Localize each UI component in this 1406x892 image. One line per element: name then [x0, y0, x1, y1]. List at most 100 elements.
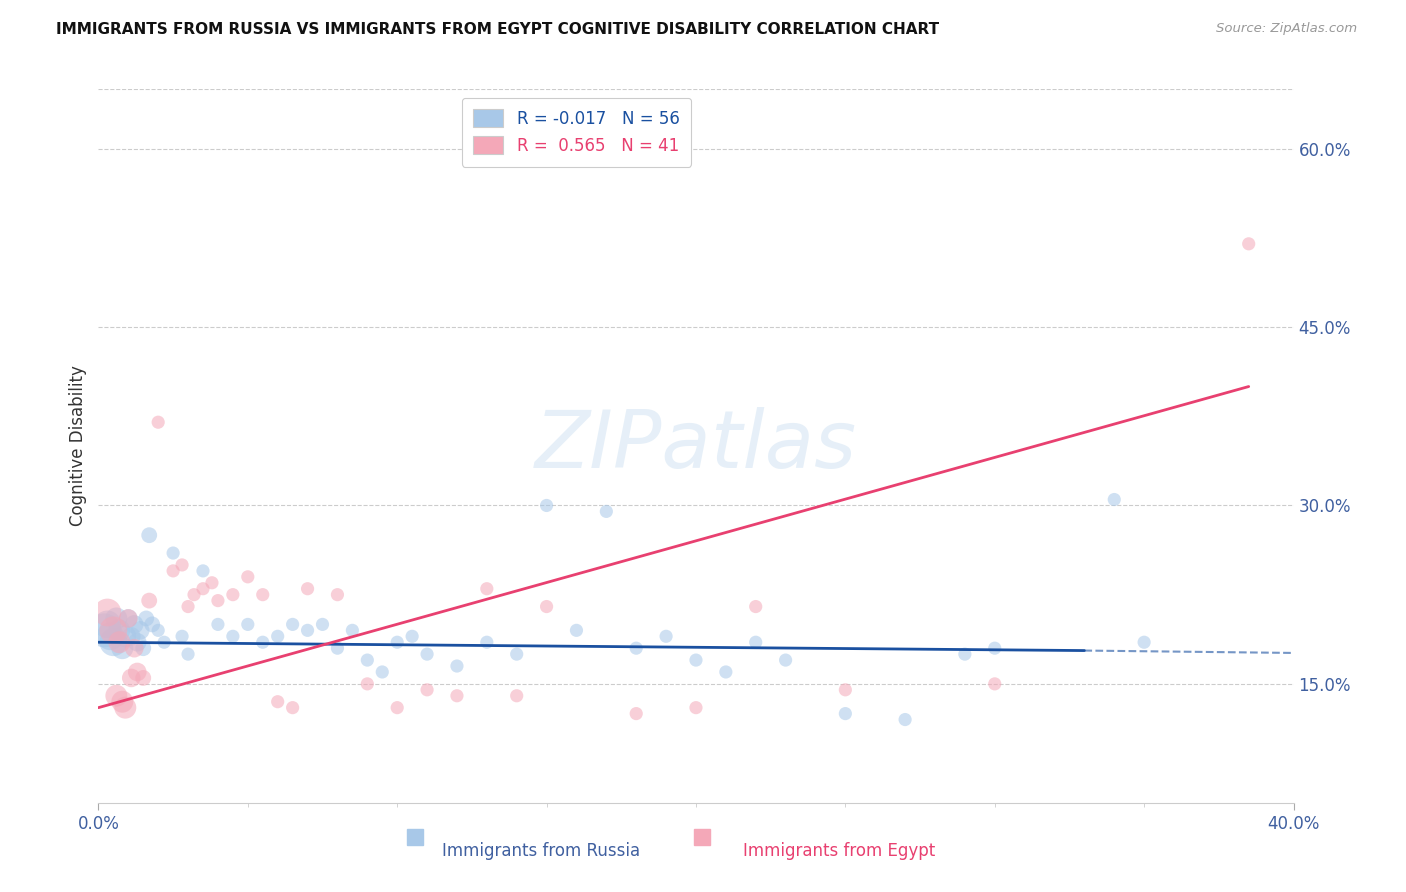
Point — [595, 504, 617, 518]
Point — [201, 575, 224, 590]
Point — [416, 682, 439, 697]
Point — [685, 700, 707, 714]
Point — [626, 641, 648, 656]
Point — [183, 588, 205, 602]
Point — [222, 588, 245, 602]
Point — [127, 665, 149, 679]
Point — [111, 641, 134, 656]
Point — [267, 629, 290, 643]
Point — [506, 689, 529, 703]
Point — [475, 582, 498, 596]
Point — [745, 599, 768, 614]
Point — [446, 659, 468, 673]
Point — [105, 689, 128, 703]
Point — [267, 695, 290, 709]
Point — [685, 653, 707, 667]
Text: IMMIGRANTS FROM RUSSIA VS IMMIGRANTS FROM EGYPT COGNITIVE DISABILITY CORRELATION: IMMIGRANTS FROM RUSSIA VS IMMIGRANTS FRO… — [56, 22, 939, 37]
Point — [475, 635, 498, 649]
Point — [114, 629, 136, 643]
Point — [148, 415, 170, 429]
Point — [401, 629, 423, 643]
Point — [172, 629, 194, 643]
Point — [207, 617, 229, 632]
Point — [132, 641, 155, 656]
Point — [626, 706, 648, 721]
Point — [105, 611, 128, 625]
Point — [138, 528, 160, 542]
Text: Source: ZipAtlas.com: Source: ZipAtlas.com — [1216, 22, 1357, 36]
Point — [222, 629, 245, 643]
Point — [124, 641, 146, 656]
Point — [148, 624, 170, 638]
Point — [236, 617, 259, 632]
Point — [356, 677, 378, 691]
Point — [297, 624, 319, 638]
Text: Immigrants from Russia: Immigrants from Russia — [441, 842, 640, 860]
Point — [326, 641, 349, 656]
Point — [103, 624, 125, 638]
Point — [536, 499, 558, 513]
Y-axis label: Cognitive Disability: Cognitive Disability — [69, 366, 87, 526]
Point — [120, 629, 142, 643]
Point — [120, 671, 142, 685]
Point — [565, 624, 588, 638]
Point — [162, 564, 184, 578]
Legend: R = -0.017   N = 56, R =  0.565   N = 41: R = -0.017 N = 56, R = 0.565 N = 41 — [461, 97, 692, 167]
Point — [446, 689, 468, 703]
Point — [191, 582, 214, 596]
Point — [385, 635, 409, 649]
Point — [153, 635, 176, 649]
Point — [536, 599, 558, 614]
Point — [894, 713, 917, 727]
Point — [281, 700, 304, 714]
Point — [311, 617, 333, 632]
Point — [252, 635, 274, 649]
Point — [297, 582, 319, 596]
Point — [127, 635, 149, 649]
Point — [93, 624, 115, 638]
Point — [953, 647, 976, 661]
Point — [356, 653, 378, 667]
Point — [252, 588, 274, 602]
Point — [124, 617, 146, 632]
Point — [129, 624, 152, 638]
Point — [191, 564, 214, 578]
Point — [177, 647, 200, 661]
Point — [1104, 492, 1126, 507]
Point — [138, 593, 160, 607]
Point — [416, 647, 439, 661]
Point — [984, 641, 1007, 656]
Point — [162, 546, 184, 560]
Point — [108, 635, 131, 649]
Point — [96, 606, 118, 620]
Point — [177, 599, 200, 614]
Point — [1133, 635, 1156, 649]
Point — [281, 617, 304, 632]
Point — [103, 635, 125, 649]
Point — [1237, 236, 1260, 251]
Point — [111, 695, 134, 709]
Point — [207, 593, 229, 607]
Point — [834, 706, 856, 721]
Point — [172, 558, 194, 572]
Point — [371, 665, 394, 679]
Point — [108, 624, 131, 638]
Point — [745, 635, 768, 649]
Point — [834, 682, 856, 697]
Point — [114, 700, 136, 714]
Point — [96, 617, 118, 632]
Point — [135, 611, 157, 625]
Point — [132, 671, 155, 685]
Point — [775, 653, 797, 667]
Point — [714, 665, 737, 679]
Point — [385, 700, 409, 714]
Point — [98, 629, 122, 643]
Text: ZIPatlas: ZIPatlas — [534, 407, 858, 485]
Point — [984, 677, 1007, 691]
Point — [117, 611, 139, 625]
Point — [342, 624, 364, 638]
Point — [141, 617, 163, 632]
Point — [655, 629, 678, 643]
Point — [236, 570, 259, 584]
Text: Immigrants from Egypt: Immigrants from Egypt — [744, 842, 935, 860]
